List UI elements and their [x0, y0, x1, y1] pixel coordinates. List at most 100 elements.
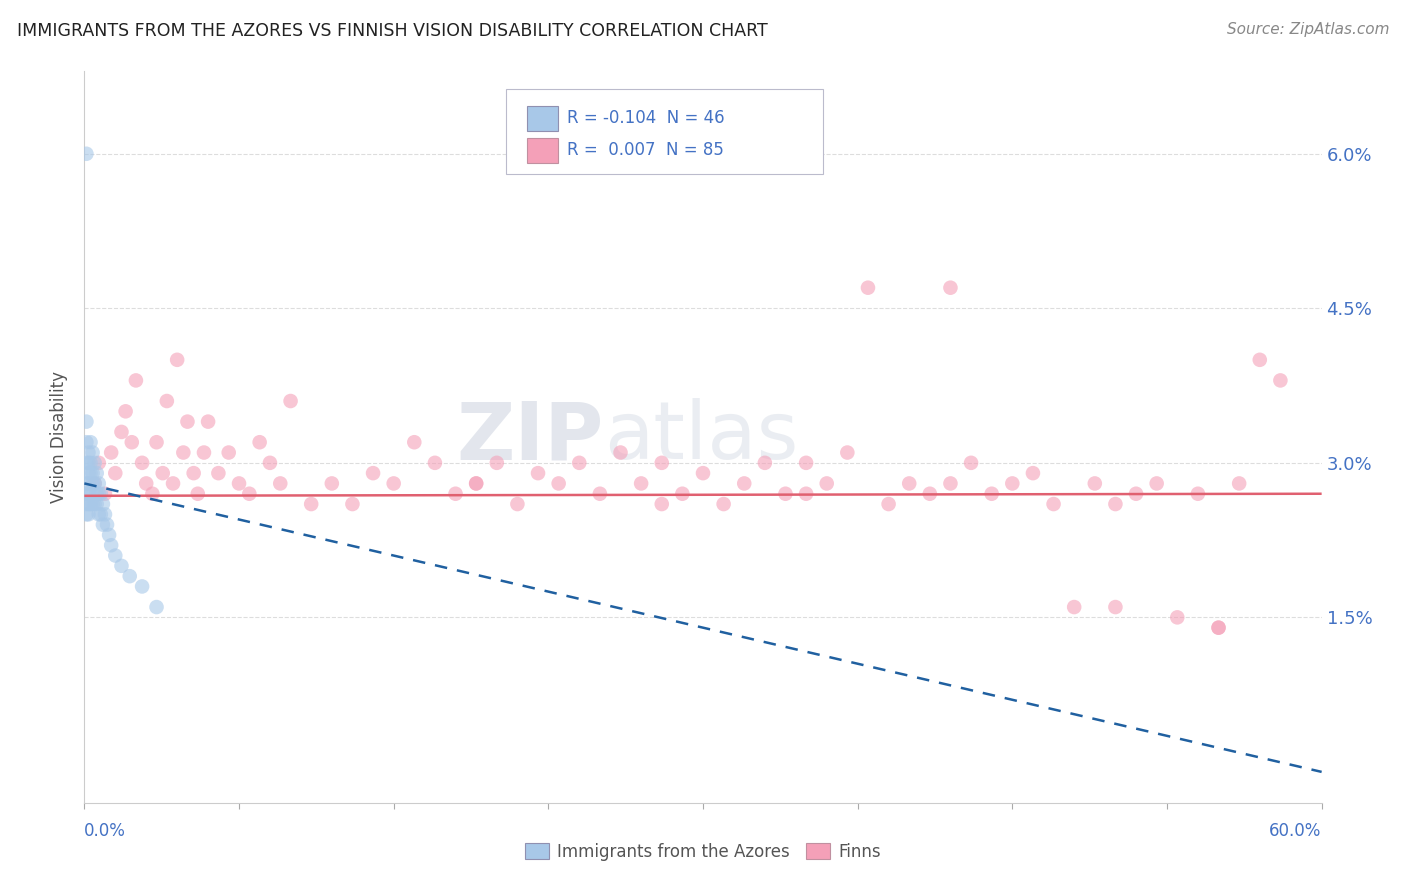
Point: [589, 487, 612, 501]
Point: [1063, 600, 1085, 615]
Point: [1125, 487, 1147, 501]
Point: [114, 404, 136, 418]
Point: [1187, 487, 1209, 501]
Point: [94, 508, 117, 522]
Point: [218, 445, 240, 459]
Point: [238, 487, 260, 501]
Point: [121, 435, 143, 450]
Point: [77, 497, 100, 511]
Point: [87, 508, 110, 522]
Point: [259, 456, 281, 470]
Point: [166, 352, 188, 367]
Text: atlas: atlas: [605, 398, 799, 476]
Point: [77, 456, 100, 470]
Point: [404, 435, 426, 450]
Point: [156, 394, 179, 409]
Point: [145, 435, 167, 450]
Point: [79, 435, 101, 450]
Point: [1042, 497, 1064, 511]
Point: [1146, 476, 1168, 491]
Point: [1270, 373, 1292, 387]
Text: 60.0%: 60.0%: [1270, 822, 1322, 839]
Point: [75, 497, 97, 511]
Point: [960, 456, 983, 470]
Point: [90, 487, 112, 501]
Point: [118, 569, 141, 583]
Point: [96, 517, 118, 532]
Point: [815, 476, 838, 491]
Point: [1227, 476, 1250, 491]
Point: [506, 497, 529, 511]
Point: [207, 466, 229, 480]
Text: R = -0.104  N = 46: R = -0.104 N = 46: [567, 109, 724, 127]
Point: [91, 497, 114, 511]
Point: [1249, 352, 1271, 367]
Point: [183, 466, 205, 480]
Point: [145, 600, 167, 615]
Point: [1022, 466, 1045, 480]
Text: R =  0.007  N = 85: R = 0.007 N = 85: [567, 141, 724, 159]
Point: [1208, 621, 1230, 635]
Point: [131, 579, 153, 593]
Text: 0.0%: 0.0%: [84, 822, 127, 839]
Point: [77, 445, 100, 459]
Text: Source: ZipAtlas.com: Source: ZipAtlas.com: [1226, 22, 1389, 37]
Legend: Immigrants from the Azores, Finns: Immigrants from the Azores, Finns: [519, 837, 887, 868]
Point: [527, 466, 550, 480]
Point: [104, 549, 127, 563]
Point: [152, 466, 174, 480]
Point: [91, 517, 114, 532]
Point: [465, 476, 488, 491]
Point: [1166, 610, 1188, 624]
Point: [75, 435, 97, 450]
Point: [83, 456, 105, 470]
Point: [939, 476, 962, 491]
Point: [79, 487, 101, 501]
Point: [465, 476, 488, 491]
Point: [651, 497, 673, 511]
Point: [94, 487, 117, 501]
Point: [100, 445, 122, 459]
Point: [110, 558, 132, 573]
Point: [162, 476, 184, 491]
Point: [83, 476, 105, 491]
Point: [361, 466, 384, 480]
Point: [197, 415, 219, 429]
Point: [141, 487, 163, 501]
Point: [547, 476, 569, 491]
Point: [321, 476, 343, 491]
Point: [87, 487, 110, 501]
Point: [269, 476, 291, 491]
Point: [1084, 476, 1107, 491]
Point: [775, 487, 797, 501]
Y-axis label: Vision Disability: Vision Disability: [51, 371, 69, 503]
Point: [135, 476, 157, 491]
Point: [86, 487, 108, 501]
Point: [83, 476, 105, 491]
Point: [75, 508, 97, 522]
Point: [794, 487, 817, 501]
Point: [79, 466, 101, 480]
Point: [104, 466, 127, 480]
Point: [568, 456, 591, 470]
Point: [837, 445, 859, 459]
Point: [90, 508, 112, 522]
Point: [193, 445, 215, 459]
Point: [342, 497, 364, 511]
Point: [86, 466, 108, 480]
Point: [794, 456, 817, 470]
Point: [131, 456, 153, 470]
Point: [77, 466, 100, 480]
Text: ZIP: ZIP: [457, 398, 605, 476]
Point: [75, 476, 97, 491]
Point: [1001, 476, 1024, 491]
Point: [77, 487, 100, 501]
Point: [187, 487, 209, 501]
Point: [100, 538, 122, 552]
Point: [75, 487, 97, 501]
Point: [630, 476, 652, 491]
Point: [110, 425, 132, 439]
Point: [77, 508, 100, 522]
Point: [98, 528, 121, 542]
Point: [918, 487, 941, 501]
